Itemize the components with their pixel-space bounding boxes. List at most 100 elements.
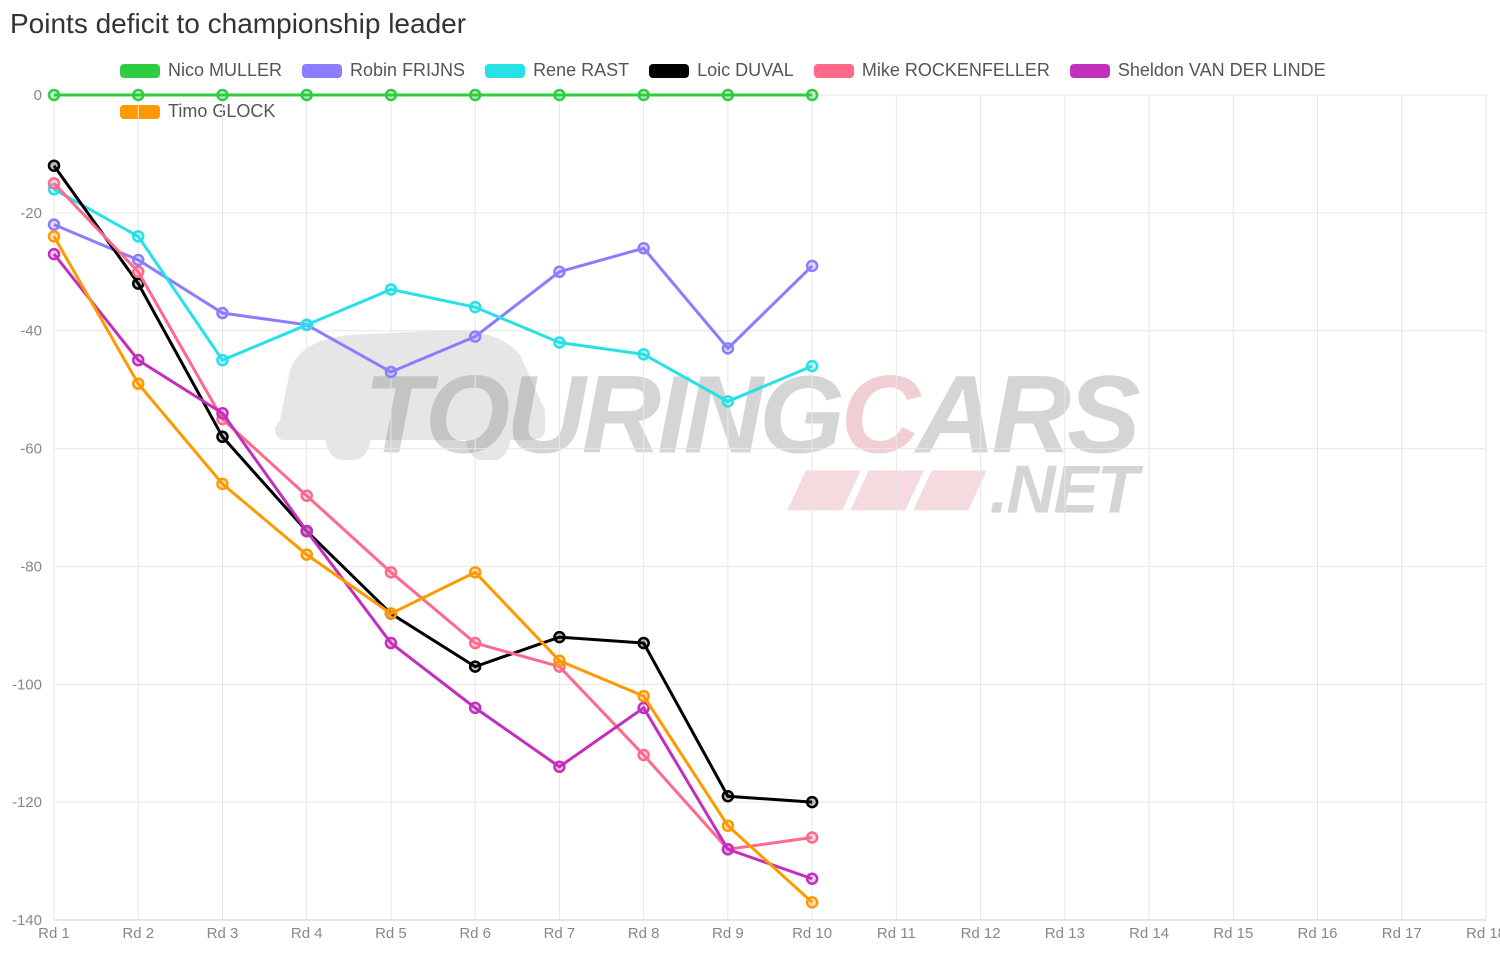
series-marker[interactable]	[639, 243, 649, 253]
y-axis-tick-label: -60	[20, 441, 42, 458]
series-marker[interactable]	[302, 320, 312, 330]
series-marker[interactable]	[470, 662, 480, 672]
series-marker[interactable]	[217, 408, 227, 418]
legend-label: Rene RAST	[533, 60, 629, 81]
series-marker[interactable]	[807, 797, 817, 807]
legend-swatch	[814, 64, 854, 78]
chart-svg: Rd 1Rd 2Rd 3Rd 4Rd 5Rd 6Rd 7Rd 8Rd 9Rd 1…	[50, 95, 1490, 940]
series-marker[interactable]	[470, 638, 480, 648]
legend-label: Loic DUVAL	[697, 60, 794, 81]
x-axis-tick-label: Rd 14	[1129, 925, 1169, 942]
y-axis-tick-label: 0	[34, 87, 42, 104]
series-marker[interactable]	[639, 750, 649, 760]
chart-plot-area: Rd 1Rd 2Rd 3Rd 4Rd 5Rd 6Rd 7Rd 8Rd 9Rd 1…	[50, 95, 1490, 940]
y-axis-tick-label: -40	[20, 323, 42, 340]
series-marker[interactable]	[639, 638, 649, 648]
series-marker[interactable]	[554, 632, 564, 642]
series-marker[interactable]	[639, 703, 649, 713]
series-marker[interactable]	[807, 261, 817, 271]
series-marker[interactable]	[807, 833, 817, 843]
x-axis-tick-label: Rd 9	[712, 925, 744, 942]
series-marker[interactable]	[386, 638, 396, 648]
series-marker[interactable]	[723, 396, 733, 406]
series-marker[interactable]	[470, 90, 480, 100]
x-axis-tick-label: Rd 13	[1045, 925, 1085, 942]
x-axis-tick-label: Rd 10	[792, 925, 832, 942]
legend-item[interactable]: Loic DUVAL	[649, 60, 794, 81]
series-marker[interactable]	[49, 90, 59, 100]
legend-item[interactable]: Robin FRIJNS	[302, 60, 465, 81]
series-marker[interactable]	[554, 90, 564, 100]
series-marker[interactable]	[723, 821, 733, 831]
series-marker[interactable]	[302, 90, 312, 100]
series-marker[interactable]	[217, 308, 227, 318]
series-marker[interactable]	[302, 491, 312, 501]
legend-swatch	[485, 64, 525, 78]
series-marker[interactable]	[49, 161, 59, 171]
series-marker[interactable]	[133, 255, 143, 265]
series-marker[interactable]	[302, 550, 312, 560]
y-axis-tick-label: -140	[12, 912, 42, 929]
series-line[interactable]	[54, 166, 812, 802]
series-marker[interactable]	[386, 367, 396, 377]
legend-item[interactable]: Rene RAST	[485, 60, 629, 81]
series-marker[interactable]	[133, 90, 143, 100]
series-marker[interactable]	[133, 231, 143, 241]
x-axis-tick-label: Rd 1	[38, 925, 70, 942]
series-marker[interactable]	[49, 220, 59, 230]
x-axis-tick-label: Rd 2	[122, 925, 154, 942]
series-marker[interactable]	[302, 526, 312, 536]
series-marker[interactable]	[723, 90, 733, 100]
series-marker[interactable]	[217, 90, 227, 100]
legend-item[interactable]: Sheldon VAN DER LINDE	[1070, 60, 1326, 81]
series-marker[interactable]	[133, 355, 143, 365]
x-axis-tick-label: Rd 4	[291, 925, 323, 942]
series-marker[interactable]	[217, 432, 227, 442]
x-axis-tick-label: Rd 8	[628, 925, 660, 942]
series-marker[interactable]	[49, 178, 59, 188]
x-axis-tick-label: Rd 6	[459, 925, 491, 942]
series-marker[interactable]	[217, 479, 227, 489]
series-marker[interactable]	[554, 267, 564, 277]
legend-label: Robin FRIJNS	[350, 60, 465, 81]
x-axis-tick-label: Rd 11	[877, 925, 916, 942]
series-marker[interactable]	[470, 302, 480, 312]
series-marker[interactable]	[807, 874, 817, 884]
y-axis-tick-label: -100	[12, 676, 42, 693]
series-marker[interactable]	[386, 90, 396, 100]
series-marker[interactable]	[554, 338, 564, 348]
series-marker[interactable]	[554, 656, 564, 666]
series-marker[interactable]	[639, 691, 649, 701]
series-marker[interactable]	[723, 343, 733, 353]
legend-label: Sheldon VAN DER LINDE	[1118, 60, 1326, 81]
series-marker[interactable]	[49, 249, 59, 259]
legend-swatch	[120, 64, 160, 78]
series-marker[interactable]	[217, 355, 227, 365]
series-marker[interactable]	[386, 284, 396, 294]
series-line[interactable]	[54, 189, 812, 401]
series-marker[interactable]	[639, 90, 649, 100]
series-marker[interactable]	[470, 567, 480, 577]
series-marker[interactable]	[723, 791, 733, 801]
series-marker[interactable]	[470, 332, 480, 342]
series-marker[interactable]	[807, 361, 817, 371]
series-marker[interactable]	[386, 567, 396, 577]
series-marker[interactable]	[723, 844, 733, 854]
legend-swatch	[302, 64, 342, 78]
series-marker[interactable]	[386, 609, 396, 619]
legend-item[interactable]: Nico MULLER	[120, 60, 282, 81]
y-axis-tick-label: -20	[20, 205, 42, 222]
series-marker[interactable]	[133, 379, 143, 389]
series-marker[interactable]	[639, 349, 649, 359]
series-marker[interactable]	[470, 703, 480, 713]
legend-item[interactable]: Mike ROCKENFELLER	[814, 60, 1050, 81]
legend-swatch	[1070, 64, 1110, 78]
x-axis-tick-label: Rd 16	[1298, 925, 1338, 942]
series-marker[interactable]	[49, 231, 59, 241]
x-axis-tick-label: Rd 15	[1213, 925, 1253, 942]
series-marker[interactable]	[807, 897, 817, 907]
series-marker[interactable]	[554, 762, 564, 772]
series-marker[interactable]	[807, 90, 817, 100]
series-marker[interactable]	[133, 267, 143, 277]
series-line[interactable]	[54, 183, 812, 849]
